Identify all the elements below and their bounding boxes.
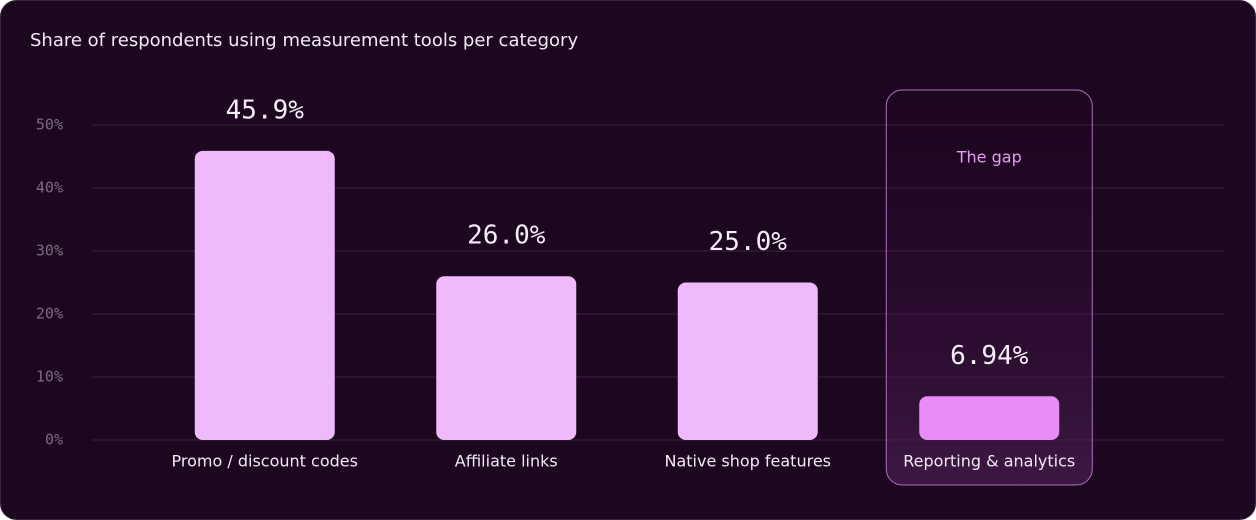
x-tick-label: Reporting & analytics <box>903 452 1075 471</box>
value-label: 25.0% <box>709 227 788 257</box>
y-tick-label: 20% <box>36 305 63 323</box>
x-tick-label: Promo / discount codes <box>172 452 358 471</box>
bar <box>194 150 335 440</box>
y-tick-label: 50% <box>36 116 63 134</box>
y-tick-label: 30% <box>36 242 63 260</box>
value-label: 26.0% <box>467 221 546 251</box>
value-label: 45.9% <box>226 95 305 125</box>
annotation: The gap <box>956 148 1022 167</box>
highlight-box <box>885 89 1093 486</box>
value-label: 6.94% <box>950 341 1029 371</box>
x-tick-label: Native shop features <box>665 452 832 471</box>
y-tick-label: 0% <box>45 431 63 449</box>
bar <box>919 396 1060 440</box>
chart-title: Share of respondents using measurement t… <box>30 30 578 51</box>
y-tick-label: 40% <box>36 179 63 197</box>
bar <box>436 276 577 440</box>
bar <box>677 282 818 440</box>
y-tick-label: 10% <box>36 368 63 386</box>
x-tick-label: Affiliate links <box>455 452 558 471</box>
